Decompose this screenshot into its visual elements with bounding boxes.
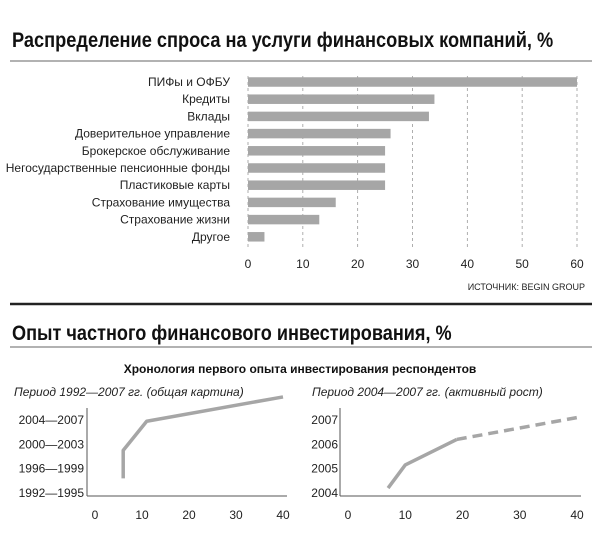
chart-demand: Распределение спроса на услуги финансовы… [6, 29, 592, 292]
bar-category-label: Кредиты [182, 92, 230, 106]
bar [248, 77, 577, 87]
bar [248, 214, 320, 225]
bar [248, 163, 386, 173]
bar-category-label: ПИФы и ОФБУ [148, 75, 230, 89]
panel-1992-2007: Период 1992—2007 гг. (общая картина) 1992… [14, 385, 290, 522]
y-tick-label: 2004—2007 [19, 413, 85, 427]
x-tick-label: 10 [135, 508, 149, 522]
x-tick-label: 20 [456, 508, 470, 522]
bar-x-tick: 40 [461, 257, 475, 271]
chart-title: Распределение спроса на услуги финансовы… [12, 29, 553, 52]
x-tick-label: 30 [513, 508, 527, 522]
bar-x-tick-labels: 0 10 20 30 40 50 60 [245, 257, 584, 271]
chart-investing: Опыт частного финансового инвестирования… [10, 322, 592, 522]
source-note: ИСТОЧНИК: BEGIN GROUP [468, 282, 585, 292]
y-tick-label: 1996—1999 [19, 462, 85, 476]
panel-2004-2007: Период 2004—2007 гг. (активный рост)2004… [311, 385, 584, 522]
y-tick-label: 2005 [311, 462, 338, 476]
bar-category-label: Доверительное управление [75, 127, 230, 141]
bar-x-tick: 10 [296, 257, 310, 271]
bar-x-tick: 30 [406, 257, 420, 271]
bar [248, 128, 391, 139]
bar-series [248, 77, 577, 242]
bar-category-label: Страхование жизни [120, 213, 230, 227]
y-tick-label: 2006 [311, 437, 338, 451]
x-tick-label: 40 [570, 508, 584, 522]
panel-title: Период 2004—2007 гг. (активный рост) [312, 385, 543, 399]
bar-x-tick: 50 [515, 257, 529, 271]
series-line-solid [386, 437, 458, 490]
bar-category-label: Другое [192, 230, 230, 244]
y-tick-label: 1992—1995 [19, 486, 85, 500]
x-tick-label: 0 [92, 508, 99, 522]
bar-category-label: Страхование имущества [92, 195, 231, 209]
x-tick-label: 40 [276, 508, 290, 522]
bar-category-label: Вклады [187, 109, 230, 123]
x-tick-label: 20 [182, 508, 196, 522]
x-tick-label: 30 [229, 508, 243, 522]
bar-category-label: Пластиковые карты [120, 178, 230, 192]
bar-x-tick: 20 [351, 257, 365, 271]
y-tick-label: 2004 [311, 486, 338, 500]
bar [248, 111, 429, 122]
chart-subtitle: Хронология первого опыта инвестирования … [124, 362, 477, 376]
x-tick-label: 0 [345, 508, 352, 522]
bar-category-labels: ПИФы и ОФБУ Кредиты Вклады Доверительное уп… [6, 75, 231, 244]
bar [248, 232, 265, 242]
series-line-dashed [456, 415, 578, 442]
y-tick-label: 2007 [311, 413, 338, 427]
bar [248, 180, 386, 190]
bar-category-label: Брокерское обслуживание [82, 144, 231, 158]
bar [248, 94, 435, 104]
bar [248, 197, 336, 208]
chart-title: Опыт частного финансового инвестирования… [12, 322, 452, 346]
x-tick-label: 10 [399, 508, 413, 522]
bar-x-tick: 0 [245, 257, 252, 271]
y-tick-label: 2000—2003 [19, 437, 85, 451]
bar-category-label: Негосударственные пенсионные фонды [6, 161, 230, 175]
panel-title: Период 1992—2007 гг. (общая картина) [14, 385, 244, 399]
bar [248, 146, 386, 156]
bar-x-tick: 60 [570, 257, 584, 271]
series-line [121, 395, 284, 479]
